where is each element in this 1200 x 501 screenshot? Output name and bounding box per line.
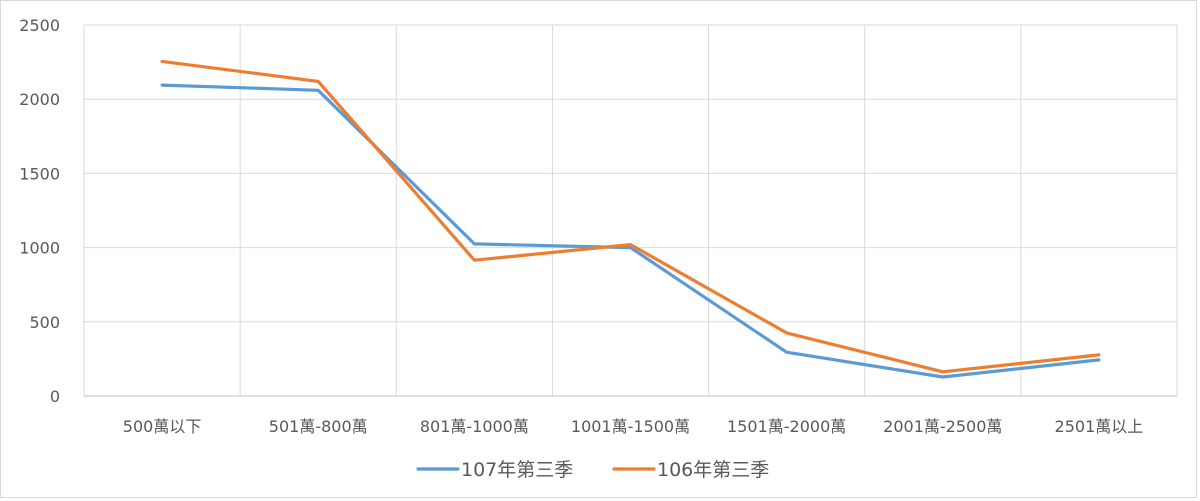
x-axis-tick-labels: 500萬以下 501萬-800萬 801萬-1000萬 1001萬-1500萬 1501… xyxy=(123,417,1143,436)
series-line-1 xyxy=(160,83,1101,379)
x-tick-label: 500萬以下 xyxy=(123,417,202,436)
series-line-2 xyxy=(160,59,1101,374)
x-tick-label: 1501萬-2000萬 xyxy=(727,417,846,436)
x-tick-label: 2001萬-2500萬 xyxy=(883,417,1002,436)
x-tick-label: 801萬-1000萬 xyxy=(420,417,529,436)
legend-label: 107年第三季 xyxy=(461,459,573,481)
y-tick-label: 500 xyxy=(29,313,60,332)
x-tick-label: 1001萬-1500萬 xyxy=(571,417,690,436)
y-tick-label: 0 xyxy=(50,387,60,406)
y-tick-label: 1000 xyxy=(19,239,60,258)
gridlines xyxy=(83,24,1178,396)
y-tick-label: 2500 xyxy=(19,16,60,35)
legend: 107年第三季 106年第三季 xyxy=(416,459,769,481)
legend-label: 106年第三季 xyxy=(657,459,769,481)
data-series xyxy=(160,59,1101,379)
y-tick-label: 1500 xyxy=(19,164,60,183)
y-tick-label: 2000 xyxy=(19,90,60,109)
x-tick-label: 501萬-800萬 xyxy=(269,417,368,436)
y-axis-tick-labels: 0 500 1000 1500 2000 2500 xyxy=(19,16,60,406)
x-tick-label: 2501萬以上 xyxy=(1055,417,1144,436)
